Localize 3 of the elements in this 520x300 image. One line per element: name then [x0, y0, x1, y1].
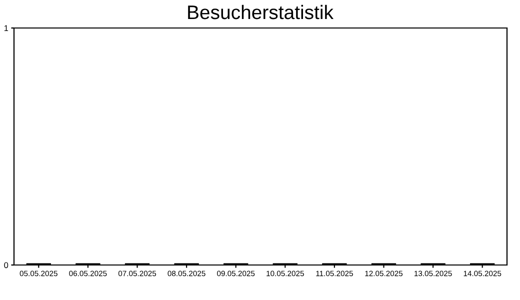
chart-title: Besucherstatistik	[188, 4, 334, 20]
y-tick-label: 0	[4, 262, 8, 268]
y-tick-label: 1	[4, 25, 8, 32]
